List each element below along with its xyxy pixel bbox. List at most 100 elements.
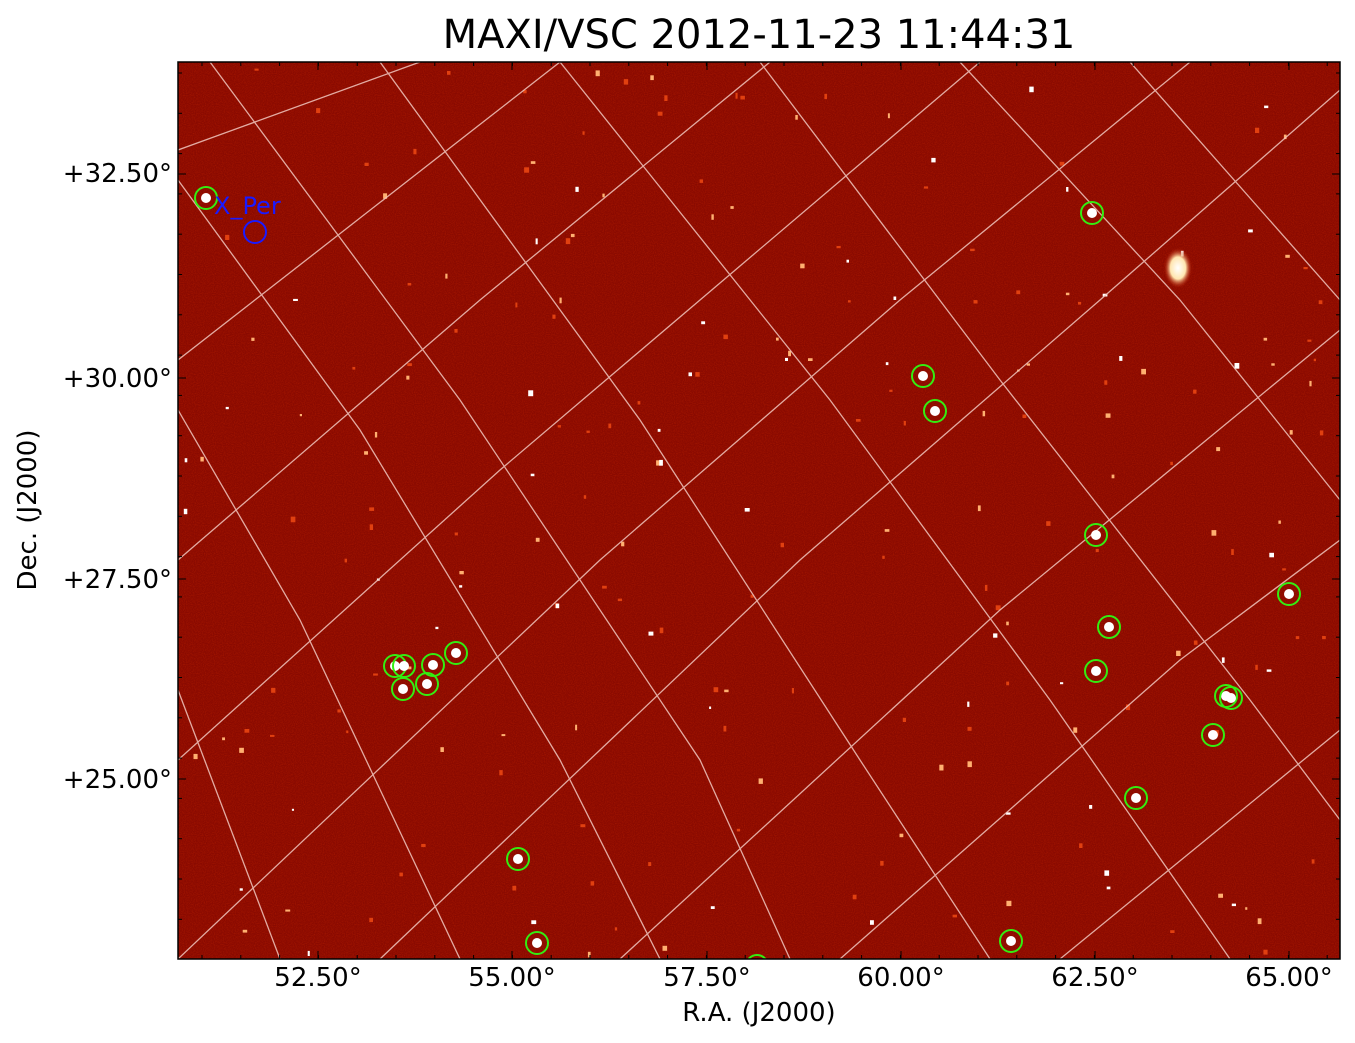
hot-pixel: [1313, 358, 1316, 362]
hot-pixel: [244, 729, 250, 733]
hot-pixel: [903, 420, 906, 426]
hot-pixel: [1218, 893, 1223, 898]
hot-pixel: [1263, 949, 1268, 955]
grid-line: [619, 329, 1340, 959]
x-tick-label: 62.50°: [1051, 963, 1138, 993]
plot-frame: [177, 61, 1341, 960]
hot-pixel: [454, 532, 458, 536]
hot-pixel: [1278, 520, 1281, 524]
hot-pixel: [1065, 292, 1070, 296]
hot-pixel: [512, 885, 517, 891]
hot-pixel: [183, 508, 188, 515]
axis-ticks: [178, 62, 1340, 959]
hot-pixel: [1303, 267, 1308, 270]
hot-pixel: [1248, 229, 1253, 233]
hot-pixel: [1271, 363, 1275, 366]
hot-pixel: [406, 375, 410, 380]
hot-pixel: [723, 725, 727, 732]
hot-pixel: [1073, 727, 1078, 733]
hot-pixel: [893, 296, 897, 300]
grid-line: [1059, 729, 1340, 959]
x-tick-label: 57.50°: [663, 963, 750, 993]
hot-pixel: [242, 929, 248, 933]
hot-pixel: [459, 571, 464, 575]
hot-pixel: [995, 605, 1001, 611]
hot-pixel: [337, 709, 341, 713]
hot-pixel: [290, 516, 296, 523]
hot-pixel: [880, 860, 884, 866]
hot-pixel: [1263, 337, 1268, 341]
hot-pixel: [570, 233, 575, 238]
hot-pixel: [882, 555, 885, 559]
source-core: [1091, 666, 1101, 676]
bright-source: [1164, 248, 1192, 288]
grid-line: [178, 179, 661, 959]
hot-pixel: [582, 131, 585, 135]
hot-pixel: [193, 753, 198, 760]
hot-pixel: [931, 157, 936, 163]
hot-pixel: [1264, 105, 1269, 109]
x-tick-label: 65.00°: [1245, 963, 1332, 993]
hot-pixel: [1089, 805, 1093, 809]
hot-pixel: [501, 734, 506, 737]
source-marker-circle: [999, 929, 1023, 953]
hot-pixel: [602, 585, 607, 589]
hot-pixel: [967, 701, 970, 707]
hot-pixel: [369, 524, 373, 530]
source-core: [1006, 936, 1016, 946]
coordinate-grid: [178, 62, 1340, 959]
hot-pixel: [421, 844, 426, 848]
hot-pixel: [923, 186, 929, 189]
x-tick-label: 55.00°: [468, 963, 555, 993]
source-marker-circle: [923, 399, 947, 423]
hot-pixel: [291, 808, 294, 811]
y-tick-label: +27.50°: [63, 565, 172, 595]
hot-pixel: [1309, 380, 1312, 387]
hot-pixel: [1319, 430, 1324, 436]
hot-pixel: [239, 888, 243, 891]
y-tick-label: +30.00°: [63, 364, 172, 394]
hot-pixel: [1255, 127, 1260, 133]
hot-pixel: [406, 666, 412, 670]
source-marker-circle: [415, 672, 439, 696]
grid-line: [178, 62, 981, 761]
source-marker-circle: [1201, 723, 1225, 747]
grid-line: [178, 62, 1191, 959]
source-marker-circle: [444, 641, 468, 665]
image-panel: [178, 62, 1340, 959]
hot-pixel: [688, 372, 692, 377]
hot-pixel: [887, 113, 890, 119]
hot-pixel: [724, 689, 729, 693]
hot-pixel: [364, 451, 368, 455]
hot-pixel: [973, 300, 978, 304]
hot-pixel: [648, 631, 654, 636]
source-core: [398, 684, 408, 694]
hot-pixel: [656, 460, 660, 466]
hot-pixel: [659, 459, 663, 466]
hot-pixel: [1106, 886, 1111, 890]
hot-pixel: [586, 430, 590, 433]
x-per-position-marker: [243, 220, 267, 244]
hot-pixel: [791, 688, 794, 694]
hot-pixel: [515, 302, 518, 308]
hot-pixel: [528, 390, 534, 397]
hot-pixel: [885, 362, 889, 366]
hot-pixel: [993, 633, 998, 638]
hot-pixel: [352, 366, 356, 370]
hot-pixel: [1282, 568, 1286, 571]
hot-pixel: [383, 193, 388, 199]
hot-pixel: [587, 951, 591, 958]
hot-pixel: [1066, 187, 1069, 192]
y-tick-label: +25.00°: [63, 765, 172, 795]
hot-pixel: [590, 881, 595, 886]
hot-pixel: [1318, 300, 1323, 305]
hot-pixel: [373, 673, 378, 676]
hot-pixel: [575, 186, 579, 192]
hot-pixel: [1231, 549, 1234, 555]
y-axis-label: Dec. (J2000): [13, 430, 43, 591]
source-core: [399, 661, 409, 671]
hot-pixel: [293, 298, 298, 301]
hot-pixel: [575, 724, 578, 731]
source-marker-circle: [194, 186, 218, 210]
